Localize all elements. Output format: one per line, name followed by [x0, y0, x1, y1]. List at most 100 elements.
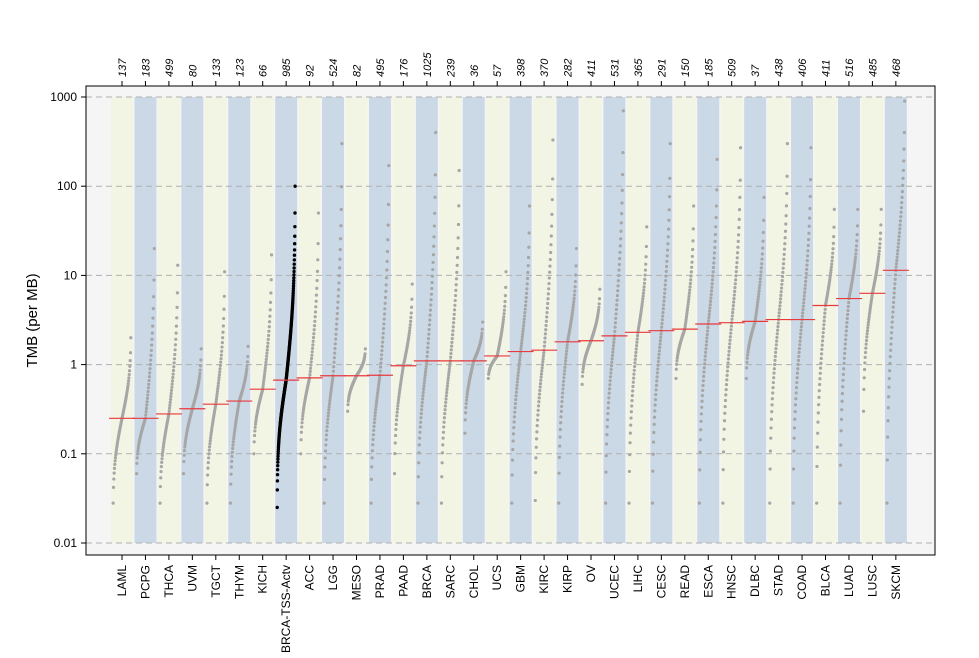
- data-point: [540, 366, 544, 370]
- data-point: [514, 398, 518, 402]
- data-point: [613, 325, 617, 329]
- data-point: [331, 369, 335, 373]
- data-point: [147, 375, 151, 379]
- data-point: [865, 335, 869, 339]
- data-point: [276, 454, 280, 458]
- data-point: [145, 403, 149, 407]
- data-point: [449, 348, 453, 352]
- data-point: [158, 484, 162, 489]
- data-point: [854, 252, 858, 256]
- data-point: [772, 371, 776, 375]
- data-point: [524, 291, 529, 295]
- data-point: [658, 342, 662, 346]
- data-point: [429, 303, 433, 307]
- data-point: [433, 173, 437, 177]
- data-point: [373, 414, 377, 418]
- sample-count-label: 176: [398, 58, 410, 77]
- data-point: [149, 358, 153, 362]
- sample-count-label: 239: [445, 59, 457, 78]
- data-point: [707, 312, 711, 317]
- data-point: [805, 263, 809, 267]
- data-point: [456, 222, 461, 227]
- data-point: [891, 300, 896, 304]
- data-point: [268, 308, 272, 312]
- data-point: [269, 253, 274, 257]
- data-point: [797, 354, 801, 358]
- data-point: [541, 354, 546, 358]
- data-point: [546, 292, 550, 296]
- data-point: [774, 343, 778, 347]
- data-point: [760, 252, 764, 256]
- x-tick-label: CHOL: [467, 565, 481, 599]
- data-point: [147, 378, 151, 383]
- data-point: [760, 257, 764, 261]
- sample-count-label: 133: [211, 58, 223, 77]
- data-point: [396, 401, 400, 405]
- data-point: [168, 403, 172, 407]
- data-point: [150, 331, 154, 335]
- data-point: [879, 223, 883, 227]
- data-point: [457, 168, 461, 173]
- data-point: [844, 337, 848, 342]
- data-point: [221, 330, 225, 334]
- data-point: [533, 470, 538, 475]
- data-point: [503, 294, 507, 298]
- data-point: [323, 465, 327, 469]
- band-CHOL: [462, 97, 485, 543]
- data-point: [420, 404, 424, 408]
- data-point: [219, 360, 223, 364]
- data-point: [794, 391, 798, 395]
- data-point: [445, 390, 449, 395]
- data-point: [446, 376, 450, 380]
- data-point: [197, 377, 201, 381]
- data-point: [264, 357, 268, 361]
- data-point: [731, 304, 735, 308]
- data-point: [425, 350, 430, 354]
- data-point: [503, 304, 507, 308]
- data-point: [659, 335, 663, 339]
- data-point: [688, 288, 692, 292]
- data-point: [864, 346, 868, 350]
- data-point: [514, 394, 518, 398]
- data-point: [381, 327, 386, 331]
- data-point: [455, 255, 460, 260]
- data-point: [733, 289, 737, 293]
- data-point: [702, 370, 706, 374]
- data-point: [769, 417, 774, 421]
- data-point: [885, 501, 889, 505]
- sample-count-label: 985: [281, 58, 293, 77]
- data-point: [726, 357, 731, 361]
- data-point: [328, 394, 333, 398]
- data-point: [663, 287, 667, 291]
- x-tick-label: KIRC: [537, 565, 551, 594]
- data-point: [619, 229, 623, 233]
- data-point: [329, 386, 334, 390]
- data-point: [221, 324, 225, 328]
- data-point: [149, 348, 153, 353]
- data-point: [756, 297, 760, 301]
- data-point: [441, 436, 445, 440]
- data-point: [292, 242, 297, 246]
- data-point: [538, 385, 542, 389]
- data-point: [620, 188, 624, 193]
- data-point: [770, 410, 774, 414]
- data-point: [714, 225, 718, 229]
- data-point: [610, 353, 615, 358]
- data-point: [160, 453, 164, 457]
- data-point: [457, 204, 461, 208]
- data-point: [723, 404, 727, 409]
- data-point: [703, 358, 707, 362]
- data-point: [316, 242, 320, 246]
- data-point: [215, 392, 219, 396]
- data-point: [807, 216, 812, 220]
- data-point: [822, 315, 827, 319]
- data-point: [456, 236, 460, 240]
- data-point: [253, 425, 257, 429]
- sample-count-label: 524: [328, 59, 340, 77]
- data-point: [502, 312, 506, 316]
- plot-frame: [85, 85, 936, 556]
- data-point: [372, 428, 376, 432]
- data-point: [386, 223, 390, 227]
- data-point: [246, 354, 250, 359]
- data-point: [377, 381, 381, 385]
